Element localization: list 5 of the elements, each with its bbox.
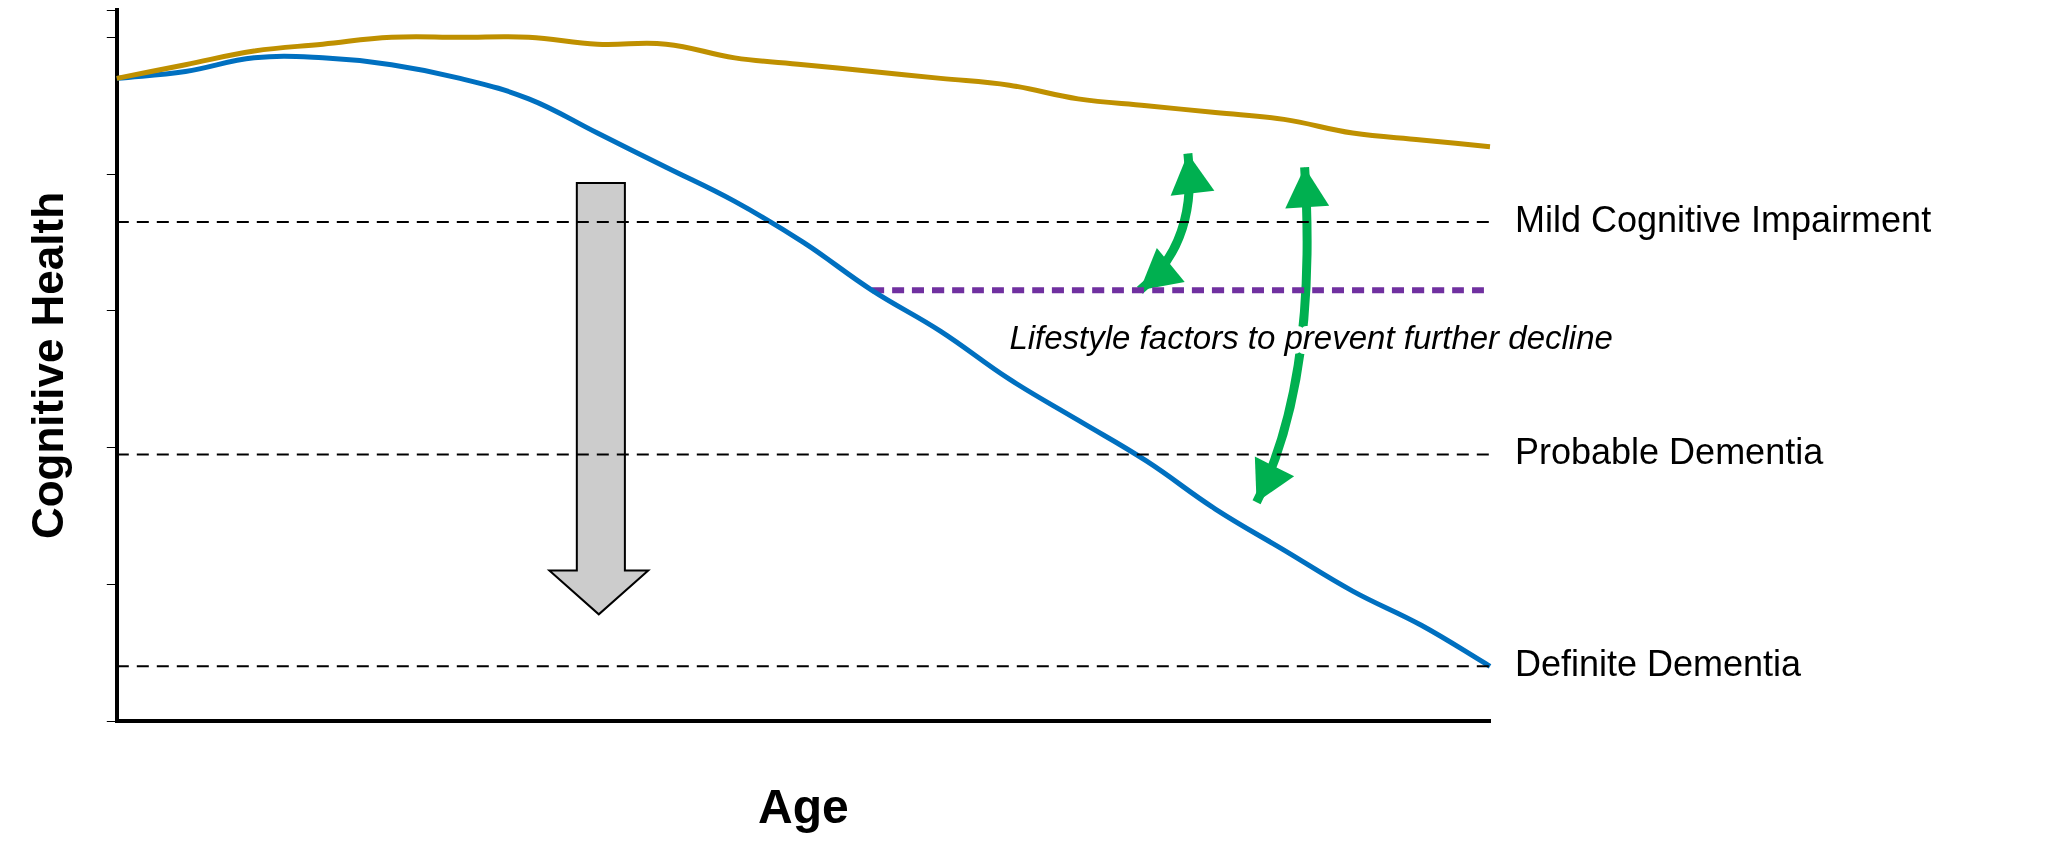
ref-line-label: Probable Dementia	[1515, 431, 1825, 473]
ref-line-label: Mild Cognitive Impairment	[1515, 198, 1932, 240]
x-axis-title: Age	[758, 780, 849, 834]
ref-line-label: Definite Dementia	[1515, 643, 1803, 685]
y-axis-title: Cognitive Health	[22, 191, 72, 540]
